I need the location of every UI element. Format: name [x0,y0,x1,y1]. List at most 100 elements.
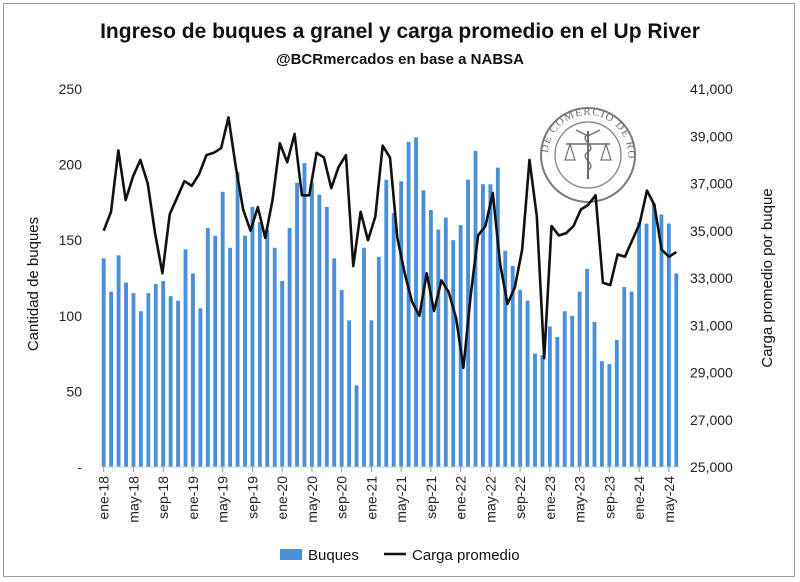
buques-bar [332,258,337,467]
buques-bar [674,273,679,467]
buques-bar [652,203,656,467]
buques-bar [228,247,233,467]
buques-bar [243,235,247,467]
x-tick-label: ene-20 [274,476,290,520]
x-tick-label: sep-19 [244,476,260,519]
left-tick-label: 150 [59,232,83,248]
legend: Buques Carga promedio [280,547,520,564]
left-tick-label: 200 [59,157,83,173]
right-tick-label: 35,000 [690,223,733,239]
legend-label-buques: Buques [308,547,359,564]
x-tick-label: sep-21 [423,476,439,519]
left-tick-label: - [77,459,82,475]
buques-bar [235,172,240,467]
buques-bar [302,163,307,467]
x-tick-label: ene-22 [453,476,469,520]
buques-bar [488,184,493,467]
buques-bar [324,206,329,467]
carga-promedio-line [102,116,678,370]
buques-bar [161,281,166,467]
buques-bar [153,284,158,467]
x-tick-label: may-21 [393,476,409,523]
buques-bar [399,181,404,468]
x-tick-label: may-23 [572,476,588,523]
buques-bar [317,194,322,467]
buques-bar [533,353,537,467]
buques-bar [295,182,299,468]
chart-subtitle: @BCRmercados en base a NABSA [276,51,524,68]
right-tick-label: 37,000 [690,176,733,192]
x-tick-label: may-24 [661,476,677,523]
buques-bar [414,137,418,467]
buques-bar [443,217,448,467]
buques-bar [436,229,441,467]
buques-bar [659,214,664,467]
buques-bar [510,265,515,467]
buques-bar [384,179,389,467]
buques-bar [280,281,285,467]
buques-bar [666,223,671,467]
chart-svg: Ingreso de buques a granel y carga prome… [4,4,776,564]
buques-bar [495,167,500,467]
buques-bar [421,190,426,468]
buques-bar [503,250,508,467]
x-tick-label: sep-22 [512,476,528,519]
buques-bar [585,268,589,467]
buques-bar [525,300,530,467]
buques-bar [362,247,366,467]
x-tick-label: may-22 [482,476,498,523]
buques-bar [220,191,225,467]
buques-bar [451,240,456,467]
buques-bar [347,320,352,467]
buques-bar [614,339,619,467]
buques-bar [257,222,262,467]
buques-bar [406,141,411,468]
buques-bar [592,321,597,467]
buques-bar [369,320,374,467]
buques-bar [570,315,575,467]
chart-frame: Ingreso de buques a granel y carga prome… [3,3,795,577]
x-tick-label: sep-20 [334,476,350,519]
right-tick-label: 27,000 [690,412,733,428]
buques-bar [629,291,634,467]
buques-bar [138,311,143,467]
left-tick-label: 250 [59,81,83,97]
buques-bar [131,293,136,467]
left-tick-label: 100 [59,308,83,324]
buques-bar [198,308,203,467]
x-tick-label: ene-24 [631,476,647,520]
buques-bar [168,296,173,467]
buques-bar [518,290,523,467]
buques-bar [265,229,270,467]
x-tick-label: ene-19 [185,476,201,520]
chart-title: Ingreso de buques a granel y carga prome… [100,20,700,43]
buques-bar [473,150,478,468]
buques-bar [191,273,195,467]
x-tick-label: may-19 [215,476,231,523]
left-axis: - 50 100 150 200 250 [59,81,83,475]
right-tick-label: 25,000 [690,459,733,475]
buques-bar [116,255,121,467]
right-tick-label: 31,000 [690,317,733,333]
right-tick-label: 39,000 [690,128,733,144]
buques-bar [547,326,552,467]
x-tick-label: sep-18 [155,476,171,519]
x-tick-label: may-18 [125,476,141,523]
left-tick-label: 50 [66,383,82,399]
right-axis: 25,000 27,000 29,000 31,000 33,000 35,000 37,0… [690,81,733,475]
buques-bar [176,300,181,467]
buques-bar [205,228,210,467]
buques-bar [183,249,188,467]
buques-bar [354,385,359,467]
buques-bar [391,212,396,467]
x-tick-label: ene-18 [96,476,112,520]
buques-bar [272,247,277,467]
buques-bar [622,287,627,467]
y-axis-label-right: Carga promedio por buque [759,188,776,367]
x-tick-label: sep-23 [601,476,617,519]
buques-bar [309,182,314,468]
buques-bar [101,258,106,467]
buques-bar [339,290,344,467]
buques-bar [481,184,485,467]
buques-bar [287,228,292,467]
